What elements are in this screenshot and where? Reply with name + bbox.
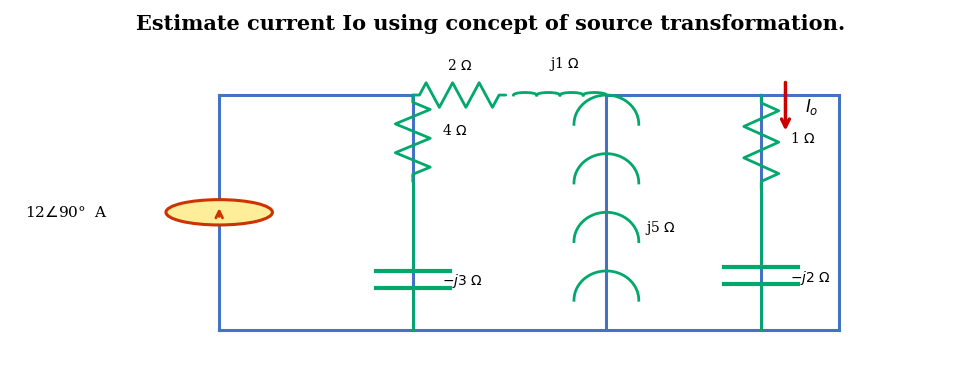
- Ellipse shape: [166, 200, 273, 225]
- Text: 2 $\Omega$: 2 $\Omega$: [446, 58, 472, 73]
- Text: j5 $\Omega$: j5 $\Omega$: [645, 219, 676, 237]
- Text: $-j2\ \Omega$: $-j2\ \Omega$: [790, 269, 831, 287]
- Text: $I_o$: $I_o$: [805, 97, 819, 117]
- Text: 1 $\Omega$: 1 $\Omega$: [790, 131, 816, 146]
- Text: Estimate current Io using concept of source transformation.: Estimate current Io using concept of sou…: [136, 14, 845, 34]
- Text: 12$\angle$90°  A: 12$\angle$90° A: [24, 205, 107, 220]
- Text: $-j3\ \Omega$: $-j3\ \Omega$: [442, 273, 483, 291]
- Text: j1 $\Omega$: j1 $\Omega$: [549, 55, 580, 73]
- Text: 4 $\Omega$: 4 $\Omega$: [442, 123, 467, 138]
